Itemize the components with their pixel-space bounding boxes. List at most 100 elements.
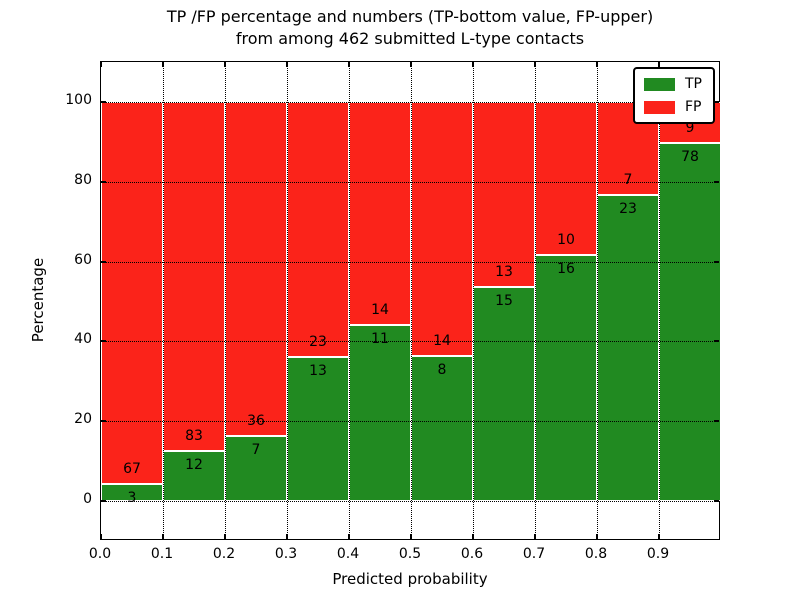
x-tick-top-0.0: [100, 62, 102, 67]
tp-count-label-0.5-0.6: 8: [437, 361, 447, 378]
tp-count-label-0.7-0.8: 16: [557, 261, 575, 278]
y-tick-label-20: 20: [74, 411, 92, 428]
bar-fp-0.4-0.5: [349, 101, 411, 326]
x-tick-top-0.9: [658, 62, 660, 67]
gridline-x-0.9: [659, 62, 660, 539]
fp-count-label-0.6-0.7: 13: [495, 264, 513, 281]
x-tick-label-0.7: 0.7: [522, 546, 546, 562]
x-tick-label-0.2: 0.2: [212, 546, 236, 562]
gridline-y-80: [101, 181, 719, 183]
gridline-x-0.8: [597, 62, 598, 539]
legend-label-tp: TP: [685, 76, 702, 92]
y-tick-100: [101, 100, 106, 103]
gridline-x-0.7: [535, 62, 536, 539]
y-tick-right-0: [714, 500, 719, 503]
bar-tp-0.3-0.4: [287, 356, 349, 501]
y-tick-label-40: 40: [74, 331, 92, 348]
x-tick-top-0.3: [286, 62, 288, 67]
bar-tp-0.2-0.3: [225, 436, 287, 502]
gridline-y-0: [101, 501, 719, 503]
y-tick-right-80: [714, 180, 719, 183]
x-tick-label-0.8: 0.8: [584, 546, 608, 562]
x-tick-0.7: [534, 534, 536, 539]
plot-area: TP FP 67 3 83 12 36 7 23 13 14 11 14 8 13 15 10 16 7 23 9 78: [100, 61, 721, 540]
gridline-x-0.6: [473, 62, 474, 539]
x-tick-0.5: [410, 534, 412, 539]
legend-entry-fp: FP: [644, 98, 702, 116]
fp-count-label-0.7-0.8: 10: [557, 232, 575, 249]
y-tick-80: [101, 180, 106, 183]
bar-fp-0.6-0.7: [473, 101, 535, 288]
bar-tp-0.4-0.5: [349, 325, 411, 501]
x-tick-0.1: [162, 534, 164, 539]
y-tick-label-100: 100: [65, 91, 92, 108]
y-axis-label: Percentage: [29, 257, 47, 343]
y-tick-label-80: 80: [74, 171, 92, 188]
y-tick-right-40: [714, 340, 719, 343]
fp-count-label-0.1-0.2: 83: [185, 427, 203, 444]
x-tick-top-0.1: [162, 62, 164, 67]
x-tick-label-0.6: 0.6: [460, 546, 484, 562]
bar-tp-0.9-1.0: [659, 143, 721, 502]
legend-label-fp: FP: [685, 99, 702, 115]
tp-count-label-0.8-0.9: 23: [619, 201, 637, 218]
x-tick-0.9: [658, 534, 660, 539]
tp-count-label-0.6-0.7: 15: [495, 293, 513, 310]
x-tick-top-0.4: [348, 62, 350, 67]
bar-tp-0.6-0.7: [473, 287, 535, 501]
x-tick-label-0.0: 0.0: [88, 546, 112, 562]
bar-fp-0.0-0.1: [101, 101, 163, 484]
gridline-x-0.5: [411, 62, 412, 539]
legend-entry-tp: TP: [644, 75, 702, 93]
gridline-x-0.3: [287, 62, 288, 539]
tp-count-label-0.9-1.0: 78: [681, 149, 699, 166]
chart-title: TP /FP percentage and numbers (TP-bottom…: [100, 6, 720, 50]
x-tick-0.2: [224, 534, 226, 539]
legend: TP FP: [633, 67, 715, 124]
y-tick-right-60: [714, 260, 719, 263]
fp-count-label-0.8-0.9: 7: [623, 172, 633, 189]
y-tick-right-100: [714, 100, 719, 103]
y-tick-20: [101, 420, 106, 423]
x-tick-top-0.7: [534, 62, 536, 67]
y-tick-label-60: 60: [74, 251, 92, 268]
x-axis-label: Predicted probability: [332, 570, 488, 588]
tp-count-label-0.2-0.3: 7: [251, 442, 261, 459]
chart-title-line1: TP /FP percentage and numbers (TP-bottom…: [166, 7, 654, 26]
y-tick-40: [101, 340, 106, 343]
gridline-y-40: [101, 341, 719, 343]
fp-count-label-0.5-0.6: 14: [433, 332, 451, 349]
x-tick-label-0.5: 0.5: [398, 546, 422, 562]
x-tick-top-0.6: [472, 62, 474, 67]
fp-count-label-0.3-0.4: 23: [309, 333, 327, 350]
x-tick-label-0.9: 0.9: [646, 546, 670, 562]
x-tick-0.3: [286, 534, 288, 539]
gridline-x-0.4: [349, 62, 350, 539]
x-tick-0.0: [100, 534, 102, 539]
bar-fp-0.1-0.2: [163, 101, 225, 451]
tp-count-label-0.3-0.4: 13: [309, 362, 327, 379]
x-tick-top-0.8: [596, 62, 598, 67]
chart-title-line2: from among 462 submitted L-type contacts: [235, 29, 585, 48]
tp-count-label-0.1-0.2: 12: [185, 456, 203, 473]
tp-count-label-0.0-0.1: 3: [127, 490, 137, 506]
bar-fp-0.5-0.6: [411, 101, 473, 356]
bar-tp-0.1-0.2: [163, 450, 225, 502]
gridline-y-100: [101, 101, 719, 103]
x-tick-0.4: [348, 534, 350, 539]
fp-count-label-0.2-0.3: 36: [247, 413, 265, 430]
tp-count-label-0.4-0.5: 11: [371, 331, 389, 348]
x-tick-label-0.3: 0.3: [274, 546, 298, 562]
gridline-y-60: [101, 261, 719, 263]
bar-fp-0.3-0.4: [287, 101, 349, 357]
x-tick-top-0.5: [410, 62, 412, 67]
gridline-x-0.2: [225, 62, 226, 539]
y-tick-label-0: 0: [83, 491, 92, 508]
x-tick-0.8: [596, 534, 598, 539]
bar-tp-0.7-0.8: [535, 255, 597, 501]
x-tick-0.6: [472, 534, 474, 539]
legend-swatch-fp: [644, 100, 675, 114]
y-tick-right-20: [714, 420, 719, 423]
fp-count-label-0.0-0.1: 67: [123, 461, 141, 477]
y-tick-60: [101, 260, 106, 263]
